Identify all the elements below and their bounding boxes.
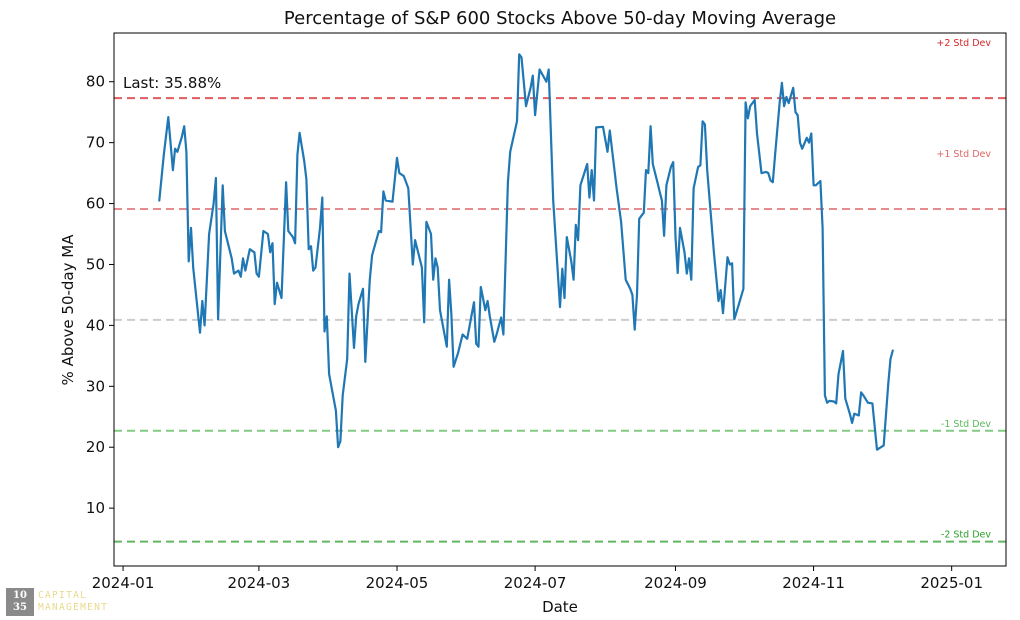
ref-line-label-1: +1 Std Dev	[936, 149, 991, 160]
last-value-annotation: Last: 35.88%	[123, 74, 221, 92]
logo-mark: 10 35	[6, 588, 34, 616]
y-axis-ticks: 10 20 30 40 50 60 70 80	[86, 73, 114, 517]
logo-number-bottom: 35	[13, 602, 27, 613]
ref-line-label-3: -1 Std Dev	[941, 419, 991, 430]
logo-line-management: MANAGEMENT	[38, 602, 109, 613]
x-tick-label: 2024-01	[92, 574, 155, 592]
x-tick-label: 2024-09	[644, 574, 707, 592]
x-tick-label: 2024-05	[366, 574, 429, 592]
series-line-percent-above-ma	[158, 53, 894, 451]
company-logo: 10 35 CAPITAL MANAGEMENT	[6, 588, 108, 616]
x-axis-ticks: 2024-01 2024-03 2024-05 2024-07 2024-09 2024-…	[92, 566, 983, 592]
y-tick-label: 10	[86, 499, 105, 517]
logo-line-capital: CAPITAL	[38, 590, 88, 601]
y-tick-label: 30	[86, 377, 105, 395]
y-tick-label: 60	[86, 195, 105, 213]
y-tick-label: 80	[86, 73, 105, 91]
chart-title: Percentage of S&P 600 Stocks Above 50-da…	[284, 8, 836, 29]
y-axis-label: % Above 50-day MA	[59, 234, 77, 386]
x-axis-label: Date	[542, 598, 578, 616]
x-tick-label: 2024-07	[504, 574, 567, 592]
y-tick-label: 50	[86, 255, 105, 273]
y-tick-label: 70	[86, 134, 105, 152]
reference-lines: +2 Std Dev +1 Std Dev -1 Std Dev -2 Std Dev	[114, 38, 1006, 543]
plot-frame	[113, 32, 1007, 567]
y-tick-label: 20	[86, 438, 105, 456]
x-tick-label: 2025-01	[920, 574, 983, 592]
logo-wordmark: CAPITAL MANAGEMENT	[38, 590, 108, 614]
x-tick-label: 2024-11	[782, 574, 845, 592]
y-tick-label: 40	[86, 316, 105, 334]
logo-number-top: 10	[13, 590, 27, 601]
ref-line-label-0: +2 Std Dev	[936, 38, 991, 49]
x-tick-label: 2024-03	[228, 574, 291, 592]
ref-line-label-4: -2 Std Dev	[941, 530, 991, 541]
